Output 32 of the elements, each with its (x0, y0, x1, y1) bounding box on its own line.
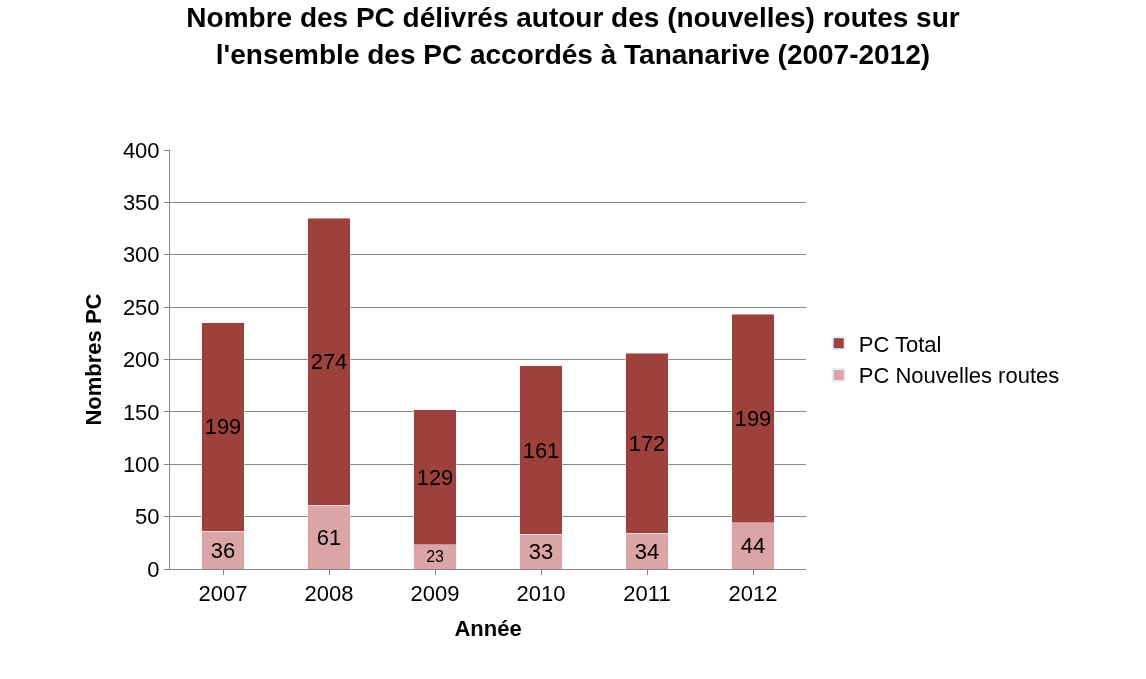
data-label: 23 (426, 548, 444, 566)
data-label: 274 (310, 349, 348, 375)
x-tick-label: 2007 (198, 581, 248, 607)
y-tick-label: 350 (122, 190, 160, 216)
y-tick-label: 300 (122, 242, 160, 268)
data-label: 129 (416, 464, 454, 490)
data-label: 172 (628, 430, 666, 456)
x-axis-title: Année (454, 616, 522, 642)
y-tick-label: 200 (122, 347, 160, 373)
y-tick-label: 50 (135, 504, 160, 530)
y-tick-label: 400 (122, 137, 160, 163)
data-label: 199 (204, 414, 242, 440)
y-tick-label: 100 (122, 451, 160, 477)
y-tick-label: 0 (147, 556, 160, 582)
chart-title: Nombre des PC délivrés autour des (nouvelles) routes sur l'ensemble des PC accordés à Tananarive (2007-2012) (186, 2, 960, 70)
data-label: 44 (740, 533, 766, 559)
x-tick-label: 2008 (304, 581, 354, 607)
data-label: 36 (210, 537, 236, 563)
y-tick-label: 250 (122, 294, 160, 320)
x-tick-label: 2009 (410, 581, 460, 607)
legend-label: PC Nouvelles routes (858, 363, 1060, 389)
data-label: 161 (522, 437, 560, 463)
y-axis-title: Nombres PC (80, 293, 106, 426)
data-label: 61 (316, 524, 342, 550)
y-tick-label: 150 (122, 399, 160, 425)
data-label: 33 (528, 539, 554, 565)
data-label: 199 (734, 406, 772, 432)
x-tick-label: 2010 (516, 581, 566, 607)
x-tick-label: 2012 (728, 581, 778, 607)
data-label: 34 (634, 538, 660, 564)
x-tick-label: 2011 (623, 581, 671, 607)
legend-label: PC Total (858, 331, 942, 357)
